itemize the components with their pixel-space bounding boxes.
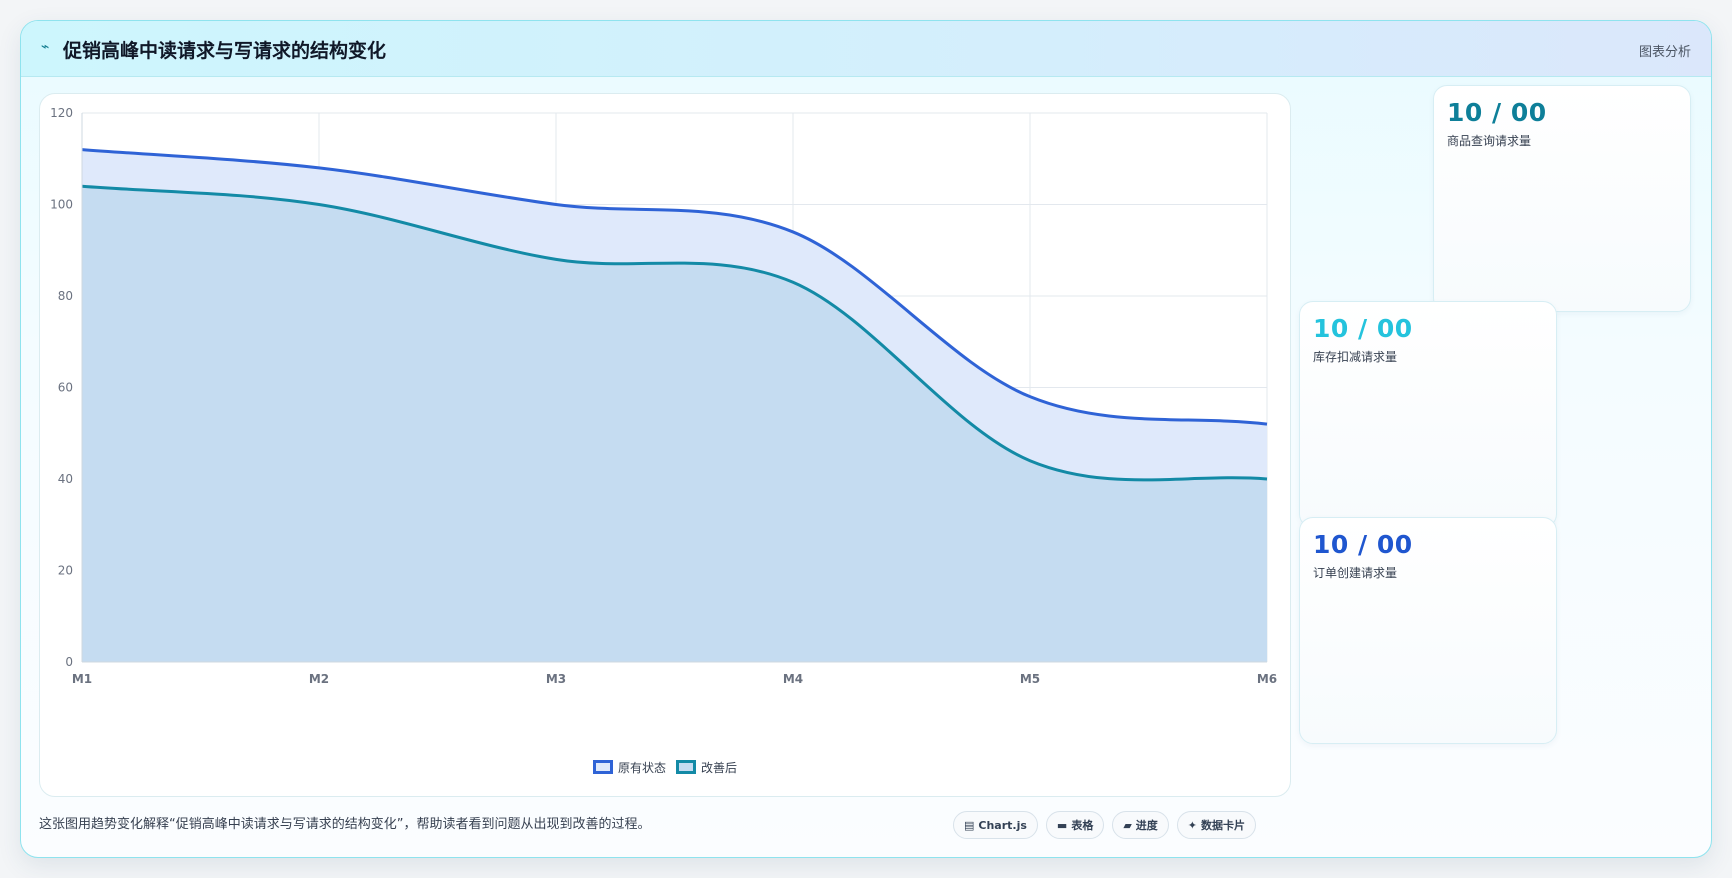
chart-legend: 原有状态 改善后	[40, 758, 1290, 776]
chart-card: ⌁ 促销高峰中读请求与写请求的结构变化 图表分析 0 20 40 60 80 100 120…	[20, 20, 1712, 858]
area-chart: 0 20 40 60 80 100 120 M1 M2 M3 M4 M5 M6	[50, 106, 1277, 686]
stat-value: 10 / 00	[1313, 530, 1413, 559]
stat-label: 商品查询请求量	[1447, 134, 1532, 148]
card-header: ⌁ 促销高峰中读请求与写请求的结构变化 图表分析	[21, 21, 1711, 77]
y-tick-label: 40	[58, 472, 73, 486]
tag-label: Chart.js	[978, 818, 1027, 832]
tag-data-card[interactable]: ✦ 数据卡片	[1176, 811, 1257, 839]
x-tick-label: M4	[783, 672, 803, 686]
tag-label: 表格	[1071, 819, 1094, 832]
table-icon: ▬	[1056, 818, 1068, 832]
tag-list: ▤ Chart.js ▬ 表格 ▰ 进度 ✦ 数据卡片	[953, 811, 1257, 839]
series-line-1	[81, 184, 1268, 482]
chart-description: 这张图用趋势变化解释“促销高峰中读请求与写请求的结构变化”，帮助读者看到问题从出…	[39, 817, 651, 832]
tag-table[interactable]: ▬ 表格	[1045, 811, 1105, 839]
card-icon: ✦	[1187, 818, 1198, 832]
legend-swatch	[676, 760, 696, 774]
tag-chartjs[interactable]: ▤ Chart.js	[953, 811, 1038, 839]
x-tick-label: M1	[72, 672, 92, 686]
series-line-0	[81, 148, 1268, 426]
stat-card-query: 10 / 00 商品查询请求量	[1433, 85, 1691, 312]
x-tick-label: M6	[1257, 672, 1277, 686]
progress-icon: ▰	[1123, 818, 1132, 832]
x-tick-label: M5	[1020, 672, 1040, 686]
tag-progress[interactable]: ▰ 进度	[1112, 811, 1169, 839]
x-tick-label: M2	[309, 672, 329, 686]
chart-analysis-button[interactable]: 图表分析	[1638, 45, 1691, 60]
chart-icon: ▤	[964, 818, 975, 832]
y-tick-label: 100	[50, 198, 73, 212]
series-area-1	[82, 186, 1267, 662]
y-tick-label: 0	[65, 655, 73, 669]
chart-panel: 0 20 40 60 80 100 120 M1 M2 M3 M4 M5 M6 原有状态 改善后	[39, 93, 1291, 797]
y-tick-label: 120	[50, 106, 73, 120]
y-tick-label: 20	[58, 564, 73, 578]
page-title: 促销高峰中读请求与写请求的结构变化	[63, 40, 387, 62]
legend-item-improved[interactable]: 改善后	[676, 758, 737, 776]
stat-card-order: 10 / 00 订单创建请求量	[1299, 517, 1557, 744]
trend-icon: ⌁	[41, 39, 50, 55]
tag-label: 数据卡片	[1201, 819, 1246, 832]
stat-label: 订单创建请求量	[1313, 566, 1398, 580]
stat-label: 库存扣减请求量	[1313, 350, 1398, 364]
legend-swatch	[592, 760, 613, 774]
x-tick-label: M3	[546, 672, 566, 686]
stat-value: 10 / 00	[1447, 98, 1547, 127]
legend-item-original[interactable]: 原有状态	[592, 758, 666, 776]
tag-label: 进度	[1135, 819, 1158, 832]
legend-label: 改善后	[701, 760, 738, 775]
stat-card-inventory: 10 / 00 库存扣减请求量	[1299, 301, 1557, 528]
y-tick-label: 60	[58, 381, 73, 395]
stat-value: 10 / 00	[1313, 314, 1413, 343]
legend-label: 原有状态	[617, 760, 666, 775]
y-tick-label: 80	[58, 289, 73, 303]
